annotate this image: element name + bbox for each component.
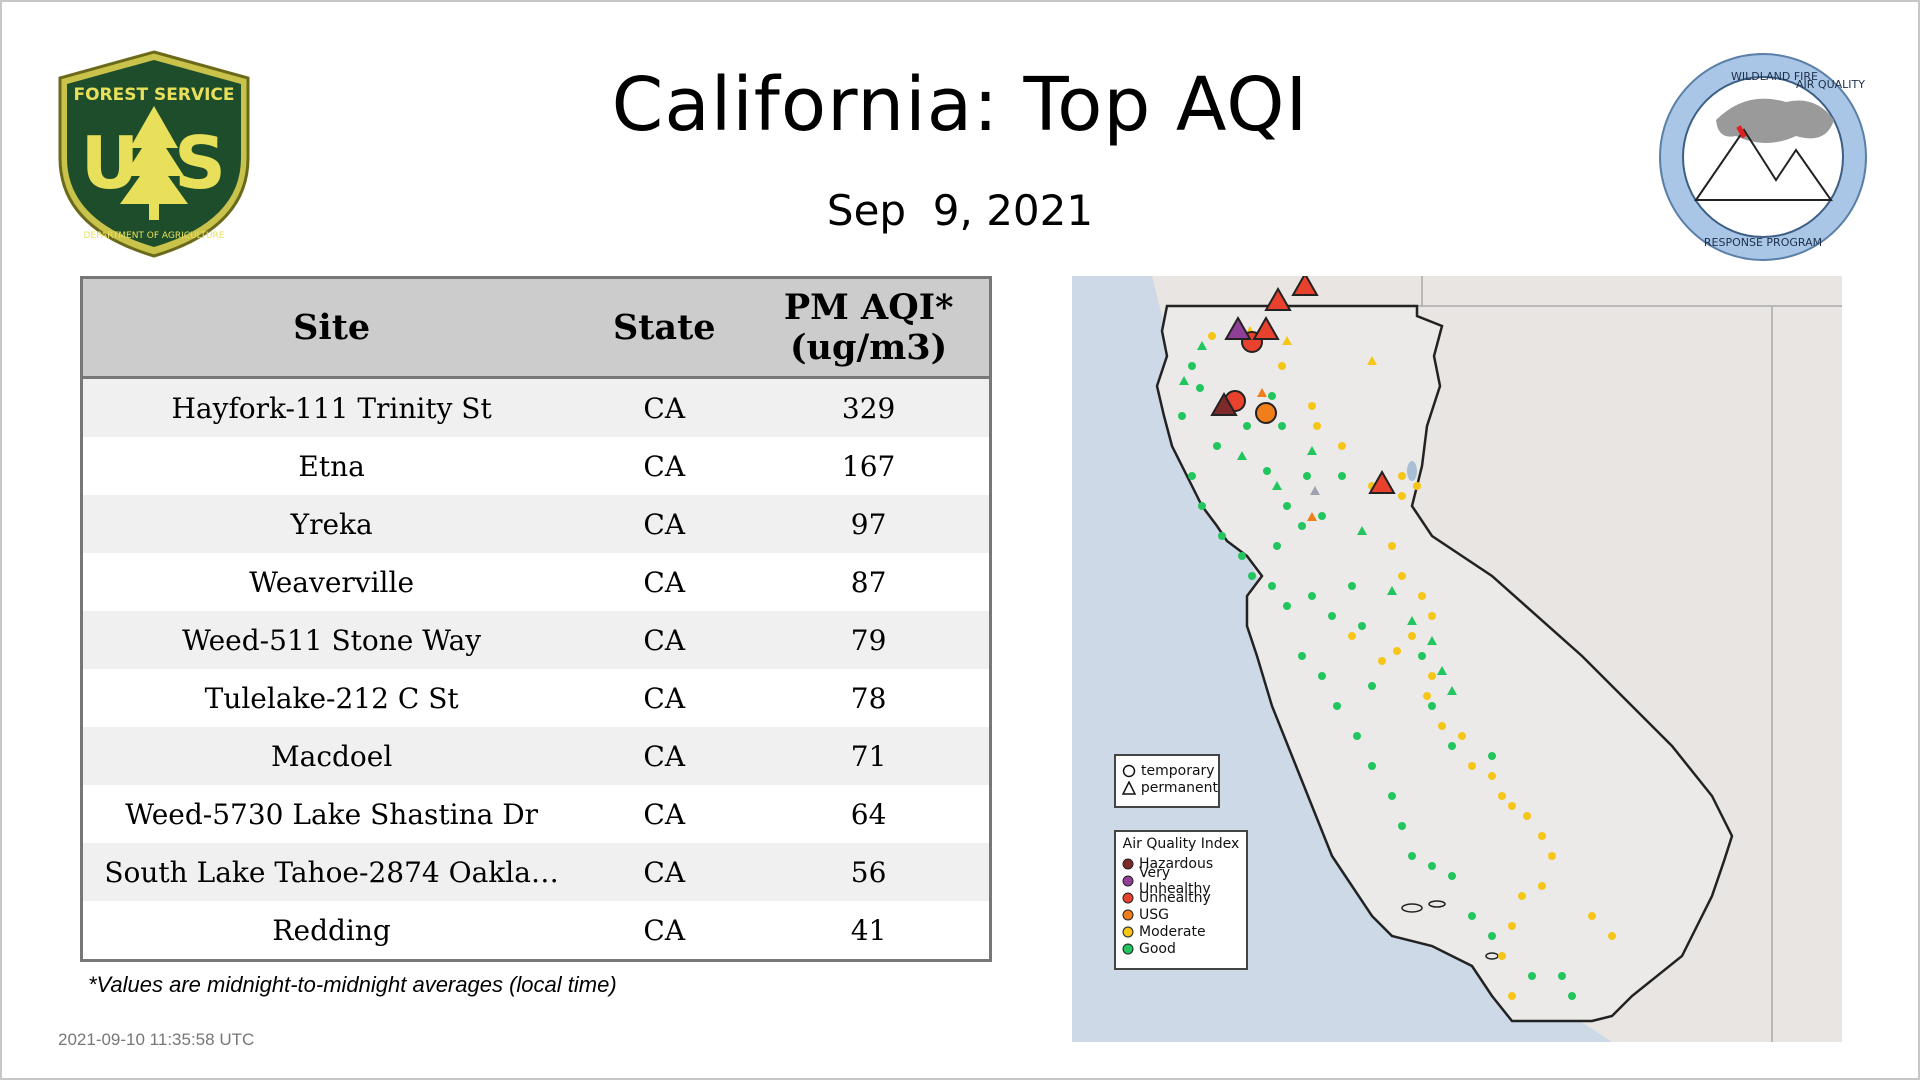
- value-cell: 56: [748, 843, 991, 901]
- state-cell: CA: [580, 785, 749, 843]
- forest-service-text: FOREST SERVICE: [73, 85, 234, 105]
- hazardous-monitor: [1210, 391, 1238, 416]
- table-row: Tulelake-212 C St CA 78: [81, 669, 991, 727]
- forest-service-logo: FOREST SERVICE U S DEPARTMENT OF AGRICUL…: [58, 50, 250, 258]
- site-cell: Weed-511 Stone Way: [81, 611, 581, 669]
- state-cell: CA: [580, 377, 749, 437]
- aqi-table: Site State PM AQI* (ug/m3) Hayfork-111 T…: [80, 276, 992, 962]
- legend-temporary: temporary: [1141, 762, 1215, 779]
- pine-tree-icon: [120, 106, 188, 204]
- site-cell: Redding: [81, 901, 581, 961]
- site-cell: Weaverville: [81, 553, 581, 611]
- date-subtitle: Sep 9, 2021: [826, 186, 1094, 235]
- good-swatch-icon: [1122, 943, 1134, 954]
- state-cell: CA: [580, 727, 749, 785]
- aqi-legend-title: Air Quality Index: [1122, 836, 1240, 852]
- legend-item: Very Unhealthy: [1138, 864, 1211, 897]
- timestamp: 2021-09-10 11:35:58 UTC: [58, 1030, 255, 1049]
- usg-swatch-icon: [1122, 909, 1134, 920]
- table-row: Weaverville CA 87: [81, 553, 991, 611]
- legend-item: Good: [1139, 940, 1176, 957]
- site-cell: Etna: [81, 437, 581, 495]
- state-cell: CA: [580, 553, 749, 611]
- header-state: State: [580, 277, 749, 379]
- unhealthy-permanent-monitor: [1291, 271, 1319, 296]
- table-row: Yreka CA 97: [81, 495, 991, 553]
- legend-item: Hazardous: [1139, 855, 1214, 872]
- state-cell: CA: [580, 437, 749, 495]
- table-row: Weed-511 Stone Way CA 79: [81, 611, 991, 669]
- fire-icon: [1736, 125, 1747, 139]
- value-cell: 329: [748, 377, 991, 437]
- site-cell: South Lake Tahoe-2874 Oakla…: [81, 843, 581, 901]
- site-cell: Weed-5730 Lake Shastina Dr: [81, 785, 581, 843]
- header-site: Site: [81, 277, 581, 379]
- value-cell: 71: [748, 727, 991, 785]
- legend-item: Unhealthy: [1139, 889, 1211, 906]
- table-row: Redding CA 41: [81, 901, 991, 961]
- table-row: Hayfork-111 Trinity St CA 329: [81, 377, 991, 437]
- value-cell: 97: [748, 495, 991, 553]
- legend-permanent: permanent: [1140, 779, 1218, 796]
- unhealthy-permanent-monitor: [1368, 469, 1396, 494]
- header-pm-aqi-line1: PM AQI*: [783, 286, 954, 328]
- value-cell: 64: [748, 785, 991, 843]
- department-text: DEPARTMENT OF AGRICULTURE: [84, 231, 225, 241]
- table-row: Etna CA 167: [81, 437, 991, 495]
- wildland-fire-text: WILDLAND FIRE: [1731, 70, 1818, 83]
- value-cell: 78: [748, 669, 991, 727]
- table-header-row: Site State PM AQI* (ug/m3): [81, 277, 991, 379]
- site-cell: Yreka: [81, 495, 581, 553]
- state-cell: CA: [580, 669, 749, 727]
- moderate-swatch-icon: [1122, 926, 1134, 937]
- moderate-monitors: [1208, 332, 1616, 1000]
- header-pm-aqi: PM AQI* (ug/m3): [748, 277, 991, 379]
- circle-icon: [1122, 764, 1136, 777]
- value-cell: 79: [748, 611, 991, 669]
- state-cell: CA: [580, 843, 749, 901]
- site-cell: Macdoel: [81, 727, 581, 785]
- header-pm-aqi-line2: (ug/m3): [789, 326, 948, 368]
- unhealthy-permanent-monitor: [1252, 315, 1280, 340]
- state-cell: CA: [580, 901, 749, 961]
- good-permanent-monitors: [1179, 341, 1457, 695]
- table-row: Macdoel CA 71: [81, 727, 991, 785]
- value-cell: 167: [748, 437, 991, 495]
- usg-monitor: [1255, 402, 1277, 424]
- aqi-legend: Air Quality Index Hazardous Very Unhealt…: [1114, 830, 1248, 970]
- hazardous-swatch-icon: [1122, 858, 1134, 869]
- very-unhealthy-swatch-icon: [1122, 875, 1134, 886]
- unhealthy-swatch-icon: [1122, 892, 1134, 903]
- california-shape: [1155, 304, 1734, 1023]
- table-row: South Lake Tahoe-2874 Oakla… CA 56: [81, 843, 991, 901]
- unhealthy-permanent-monitor: [1264, 286, 1292, 311]
- table-row: Weed-5730 Lake Shastina Dr CA 64: [81, 785, 991, 843]
- good-monitors: [1178, 362, 1576, 1000]
- footnote: *Values are midnight-to-midnight average…: [88, 972, 617, 997]
- value-cell: 41: [748, 901, 991, 961]
- map-canvas: [1152, 271, 1842, 1042]
- page-title: California: Top AQI: [611, 62, 1309, 148]
- state-cell: CA: [580, 611, 749, 669]
- value-cell: 87: [748, 553, 991, 611]
- site-cell: Tulelake-212 C St: [81, 669, 581, 727]
- wildland-fire-logo: WILDLAND FIRE AIR QUALITY RESPONSE PROGR…: [1659, 53, 1867, 261]
- very-unhealthy-monitor: [1224, 315, 1252, 340]
- legend-item: USG: [1139, 906, 1169, 923]
- california-aqi-map: temporary permanent Air Quality Index Ha…: [1072, 271, 1842, 1042]
- state-cell: CA: [580, 495, 749, 553]
- logo-letter-s: S: [174, 121, 226, 205]
- response-program-text: RESPONSE PROGRAM: [1704, 236, 1822, 249]
- legend-item: Moderate: [1139, 923, 1206, 940]
- triangle-icon: [1122, 780, 1136, 795]
- air-quality-text: AIR QUALITY: [1796, 78, 1865, 91]
- site-cell: Hayfork-111 Trinity St: [81, 377, 581, 437]
- monitor-type-legend: temporary permanent: [1114, 754, 1220, 808]
